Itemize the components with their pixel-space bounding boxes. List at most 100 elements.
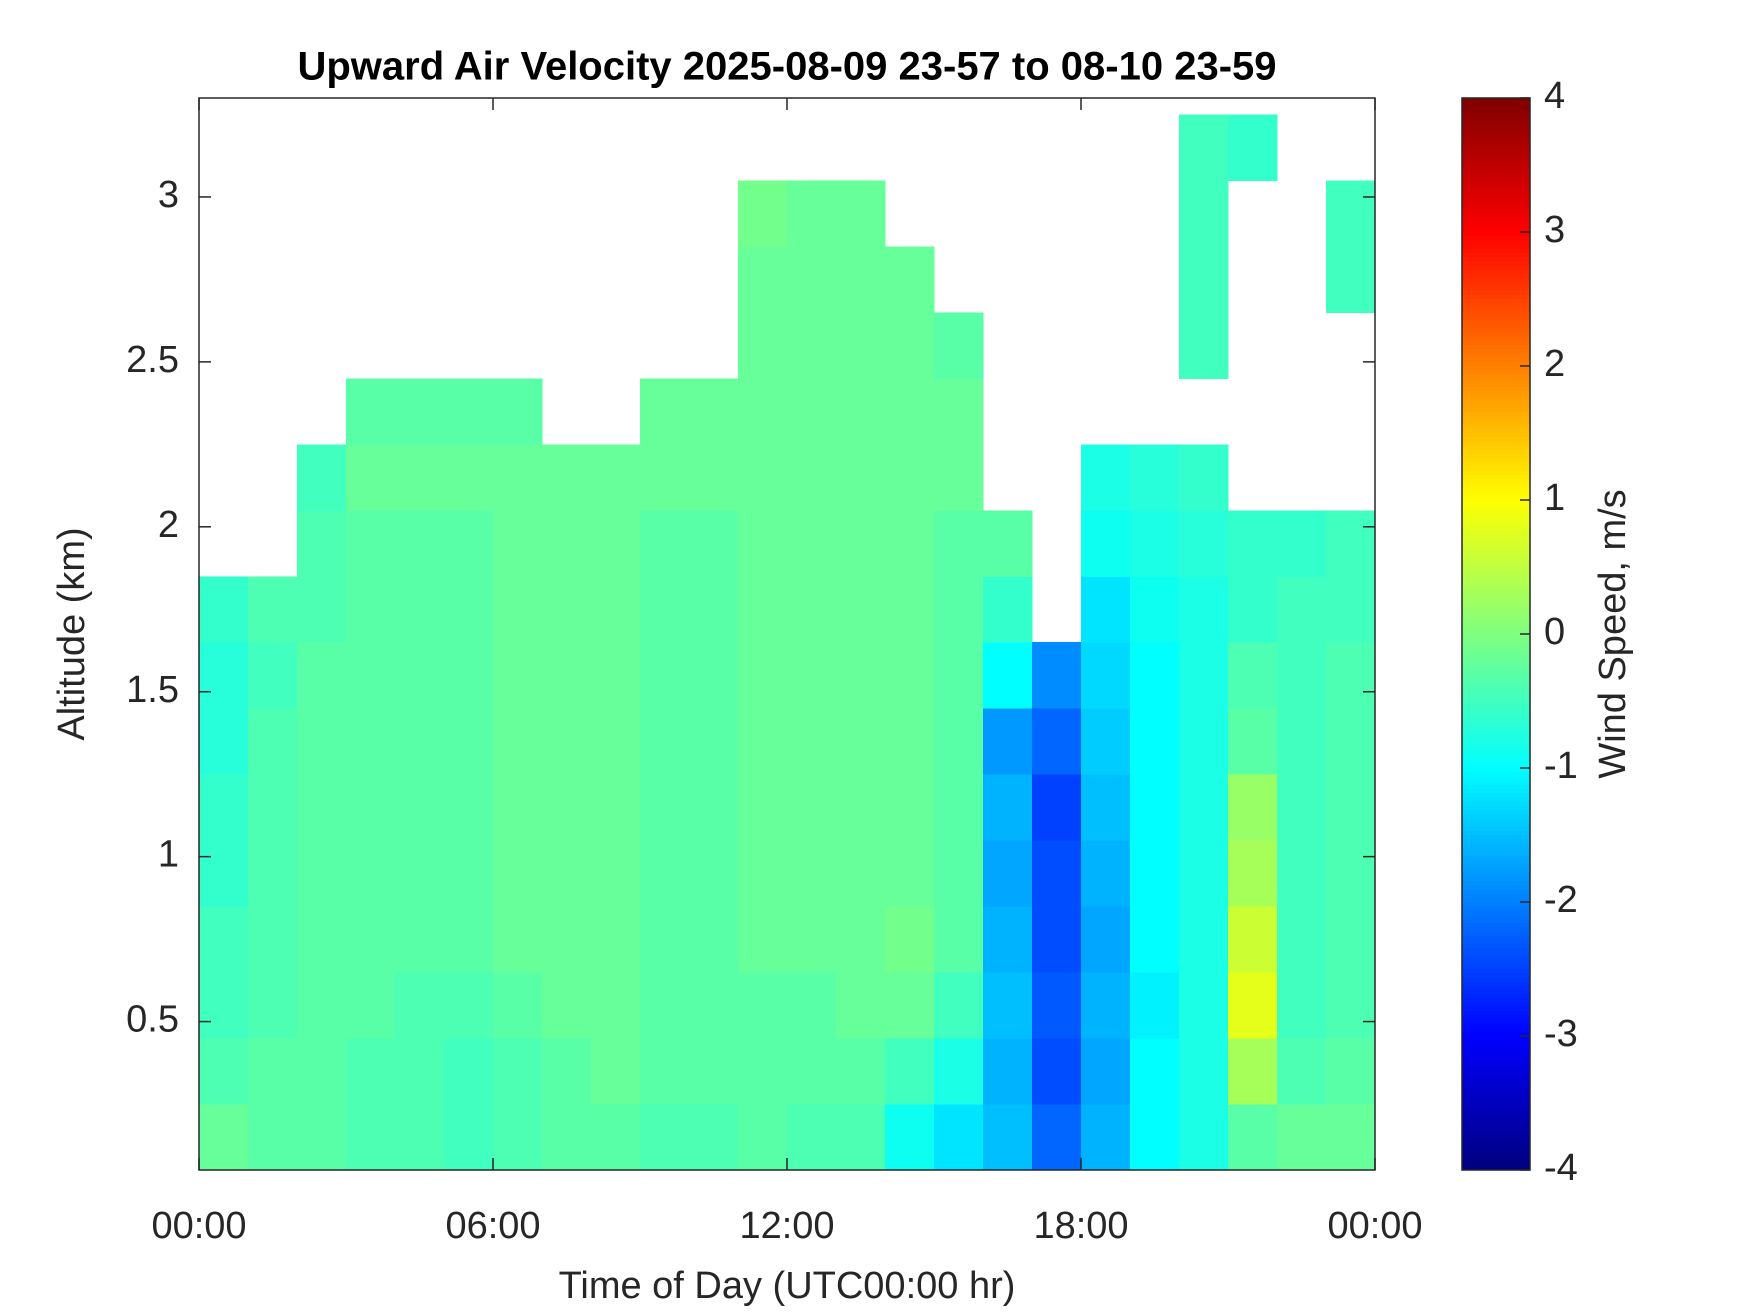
colorbar-band	[1462, 194, 1530, 200]
colorbar-band	[1462, 349, 1530, 355]
heatmap-cell	[1179, 1038, 1229, 1105]
colorbar-band	[1462, 864, 1530, 870]
heatmap-cell	[297, 906, 347, 973]
colorbar-band	[1462, 378, 1530, 384]
heatmap-cell	[640, 642, 690, 709]
heatmap-cell	[836, 378, 886, 445]
colorbar-band	[1462, 131, 1530, 137]
heatmap-cell	[248, 708, 298, 775]
heatmap-cell	[493, 972, 543, 1039]
colorbar-band	[1462, 780, 1530, 786]
heatmap-cell	[640, 576, 690, 643]
heatmap-cell	[1179, 180, 1229, 247]
heatmap-cell	[983, 510, 1033, 577]
heatmap-cell	[1032, 840, 1082, 907]
colorbar	[1462, 98, 1530, 1171]
colorbar-band	[1462, 705, 1530, 710]
heatmap-cell	[346, 378, 396, 445]
colorbar-band	[1462, 709, 1530, 715]
colorbar-band	[1462, 667, 1530, 673]
colorbar-band	[1462, 470, 1530, 476]
colorbar-band	[1462, 232, 1530, 237]
heatmap-cell	[591, 1104, 641, 1171]
heatmap-cell	[542, 840, 592, 907]
colorbar-band	[1462, 1065, 1530, 1071]
colorbar-band	[1462, 613, 1530, 618]
colorbar-band	[1462, 391, 1530, 396]
colorbar-band	[1462, 1010, 1530, 1016]
colorbar-band	[1462, 516, 1530, 522]
heatmap-cell	[1032, 774, 1082, 841]
colorbar-band	[1462, 692, 1530, 698]
colorbar-tick-label: -4	[1544, 1147, 1578, 1189]
heatmap-cell	[1277, 906, 1327, 973]
heatmap-cell	[1179, 708, 1229, 775]
heatmap-cell	[934, 642, 984, 709]
heatmap-cell	[1277, 510, 1327, 577]
heatmap-cell	[1326, 840, 1376, 907]
colorbar-band	[1462, 558, 1530, 564]
colorbar-band	[1462, 554, 1530, 560]
colorbar-band	[1462, 948, 1530, 953]
colorbar-band	[1462, 223, 1530, 229]
heatmap-cell	[689, 972, 739, 1039]
colorbar-band	[1462, 395, 1530, 401]
colorbar-band	[1462, 977, 1530, 983]
colorbar-band	[1462, 1140, 1530, 1146]
colorbar-band	[1462, 173, 1530, 179]
heatmap-cell	[787, 642, 837, 709]
heatmap-cell	[640, 378, 690, 445]
colorbar-band	[1462, 319, 1530, 325]
heatmap-cell	[836, 576, 886, 643]
colorbar-band	[1462, 1098, 1530, 1104]
colorbar-band	[1462, 307, 1530, 313]
heatmap-cell	[199, 1038, 249, 1105]
heatmap-cell	[1081, 1038, 1131, 1105]
heatmap-cell	[444, 444, 494, 511]
colorbar-band	[1462, 282, 1530, 288]
heatmap-cell	[444, 576, 494, 643]
colorbar-band	[1462, 634, 1530, 639]
colorbar-band	[1462, 219, 1530, 225]
heatmap-cell	[1130, 840, 1180, 907]
heatmap-cell	[787, 510, 837, 577]
colorbar-band	[1462, 315, 1530, 321]
colorbar-tick-label: -2	[1544, 879, 1578, 921]
colorbar-band	[1462, 625, 1530, 631]
colorbar-band	[1462, 851, 1530, 857]
heatmap-cell	[199, 1104, 249, 1171]
colorbar-band	[1462, 265, 1530, 271]
colorbar-band	[1462, 650, 1530, 656]
colorbar-tick-label: 0	[1544, 611, 1565, 653]
colorbar-band	[1462, 1082, 1530, 1087]
heatmap-cell	[591, 972, 641, 1039]
heatmap-cell	[787, 774, 837, 841]
colorbar-band	[1462, 491, 1530, 497]
heatmap-cell	[1326, 180, 1376, 247]
heatmap-cell	[836, 642, 886, 709]
heatmap-cell	[1228, 1104, 1278, 1171]
heatmap-cell	[1130, 708, 1180, 775]
colorbar-band	[1462, 726, 1530, 731]
heatmap-cell	[1228, 906, 1278, 973]
heatmap-cell	[640, 1104, 690, 1171]
y-tick-label: 0.5	[126, 999, 179, 1041]
heatmap-cell	[1081, 642, 1131, 709]
heatmap-cell	[444, 840, 494, 907]
heatmap-cell	[885, 246, 935, 313]
colorbar-band	[1462, 303, 1530, 308]
heatmap-cell	[689, 576, 739, 643]
heatmap-cell	[885, 708, 935, 775]
heatmap-cell	[1130, 906, 1180, 973]
colorbar-band	[1462, 717, 1530, 723]
colorbar-band	[1462, 1069, 1530, 1075]
colorbar-band	[1462, 420, 1530, 426]
heatmap-cell	[1081, 972, 1131, 1039]
colorbar-band	[1462, 1015, 1530, 1020]
heatmap-cell	[1277, 1104, 1327, 1171]
colorbar-band	[1462, 533, 1530, 539]
colorbar-band	[1462, 370, 1530, 375]
heatmap-cell	[738, 576, 788, 643]
y-tick-label: 1.5	[126, 669, 179, 711]
heatmap-cell	[689, 906, 739, 973]
